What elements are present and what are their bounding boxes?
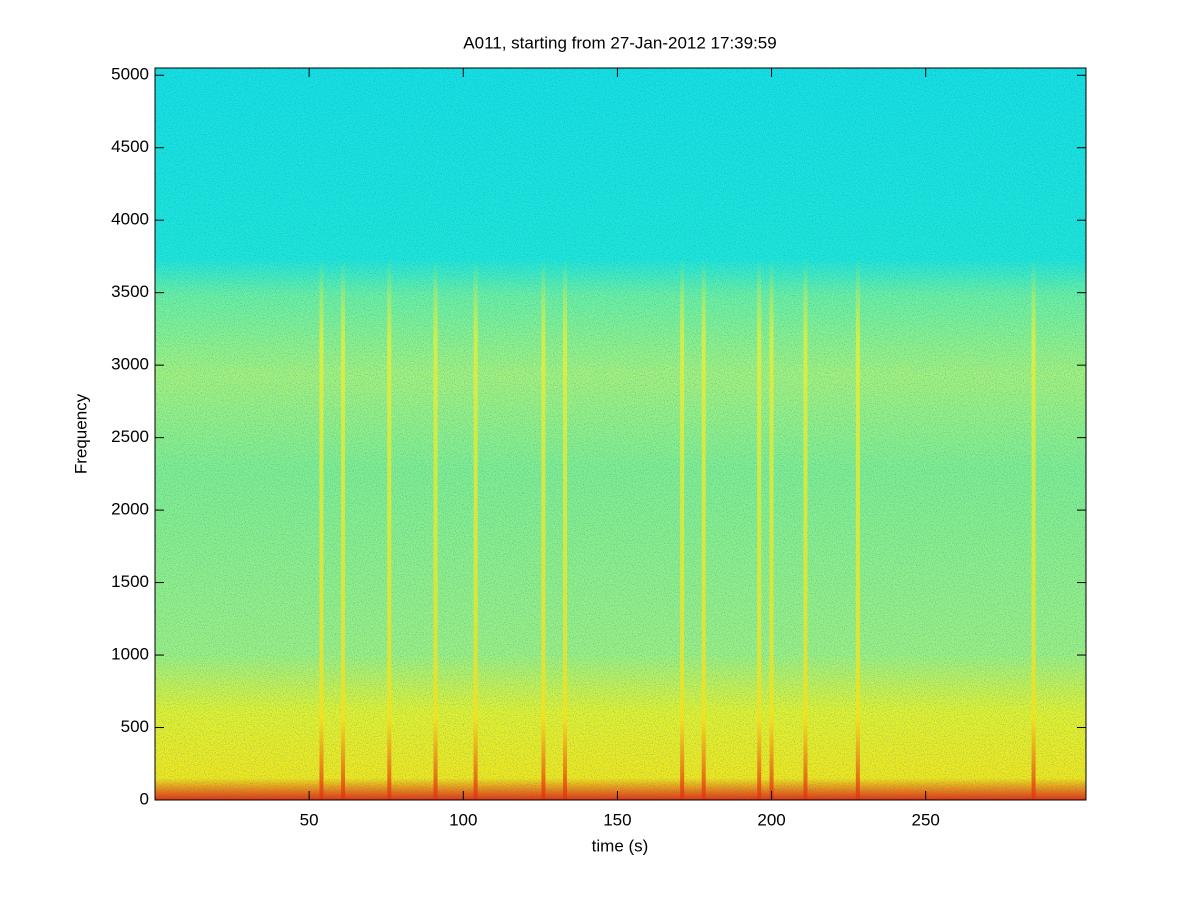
y-tick-label: 4500 xyxy=(111,137,149,156)
y-tick-label: 1500 xyxy=(111,572,149,591)
x-tick-label: 200 xyxy=(757,810,785,829)
x-axis-label: time (s) xyxy=(592,836,649,855)
streak xyxy=(433,258,438,800)
streak xyxy=(757,258,762,800)
streak xyxy=(341,258,346,800)
streak xyxy=(855,258,860,800)
spectrogram-noise xyxy=(155,68,1086,800)
streak xyxy=(769,258,774,800)
plot-frame xyxy=(154,67,1087,801)
streak xyxy=(680,258,685,800)
y-tick-label: 3500 xyxy=(111,282,149,301)
streak xyxy=(387,258,392,800)
y-tick-label: 500 xyxy=(121,717,149,736)
x-tick-label: 150 xyxy=(603,810,631,829)
x-tick-label: 100 xyxy=(449,810,477,829)
x-tick-label: 50 xyxy=(300,810,319,829)
streak xyxy=(803,258,808,800)
y-tick-label: 0 xyxy=(140,789,149,808)
y-tick-label: 3000 xyxy=(111,355,149,374)
streak xyxy=(563,258,568,800)
streak xyxy=(1031,258,1036,800)
plot-area xyxy=(155,68,1086,800)
streak xyxy=(701,258,706,800)
chart-title: A011, starting from 27-Jan-2012 17:39:59 xyxy=(463,33,776,52)
y-tick-label: 2500 xyxy=(111,427,149,446)
streak xyxy=(319,258,324,800)
streak xyxy=(473,258,478,800)
axes: 50 100 150 200 25005001000150020002500300035… xyxy=(111,65,1086,829)
y-tick-label: 5000 xyxy=(111,65,149,84)
y-tick-label: 1000 xyxy=(111,645,149,664)
streaks xyxy=(319,258,1036,800)
y-tick-label: 2000 xyxy=(111,500,149,519)
streak xyxy=(541,258,546,800)
y-tick-label: 4000 xyxy=(111,210,149,229)
x-tick-label: 250 xyxy=(912,810,940,829)
y-axis-label: Frequency xyxy=(71,393,90,474)
